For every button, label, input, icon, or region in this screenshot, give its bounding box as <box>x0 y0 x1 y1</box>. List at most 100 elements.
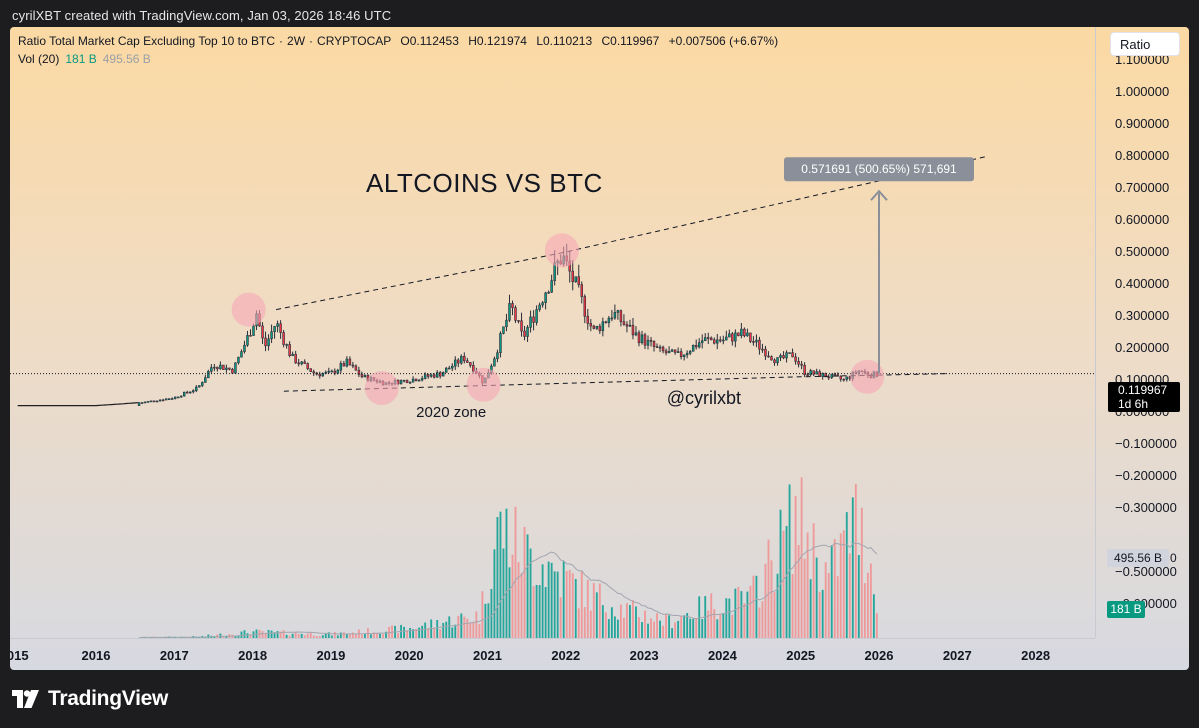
candle-body <box>140 402 144 404</box>
volume-bar <box>719 614 722 639</box>
highlight-circle <box>544 233 579 268</box>
chart-frame[interactable]: 0.571691 (500.65%) 571,691 ALTCOINS VS BT… <box>10 27 1189 670</box>
candle-body <box>667 351 671 354</box>
volume-bar <box>300 633 303 639</box>
candle-body <box>788 352 791 354</box>
volume-bar <box>544 587 547 639</box>
candle-body <box>267 338 270 347</box>
volume-bar <box>339 632 342 639</box>
volume-bar <box>490 588 493 639</box>
time-tick-label: 2023 <box>630 648 659 663</box>
volume-bar <box>370 634 372 639</box>
volume-bar <box>505 508 508 639</box>
volume-bar <box>761 601 764 639</box>
volume-bar <box>430 619 433 639</box>
volume-bar <box>650 618 652 639</box>
candle-body <box>189 391 192 394</box>
volume-bar <box>737 586 740 639</box>
volume-bar <box>460 613 463 639</box>
volume-bar <box>860 507 863 639</box>
price-tick-label: 1.000000 <box>1115 84 1169 99</box>
candle-body <box>405 379 409 384</box>
volume-bar <box>297 633 300 639</box>
volume-bar <box>875 613 878 639</box>
candle-body <box>327 370 331 373</box>
volume-bar <box>779 509 782 639</box>
volume-bar <box>818 591 821 639</box>
candle-body <box>523 330 526 337</box>
volume-bar <box>866 572 869 639</box>
candle-body <box>658 346 662 349</box>
volume-bar <box>385 631 387 639</box>
candle-body <box>836 374 839 377</box>
time-tick-label: 2017 <box>160 648 189 663</box>
candle-body <box>270 331 273 340</box>
candle-body <box>423 374 427 379</box>
volume-bar <box>246 633 249 639</box>
volume-bar <box>511 554 514 639</box>
volume-bar <box>869 563 872 639</box>
measure-label-box <box>784 157 974 182</box>
volume-bar <box>213 636 216 639</box>
volume-bar <box>797 545 800 639</box>
legend-low: L0.110213 <box>536 34 593 48</box>
candle-body <box>646 339 650 346</box>
volume-bar <box>294 631 297 639</box>
candle-body <box>710 337 713 341</box>
candle-body <box>526 327 529 337</box>
candle-body <box>610 317 614 320</box>
volume-bar <box>653 621 655 639</box>
volume-bar <box>743 603 746 639</box>
time-tick-label: 2024 <box>708 648 738 663</box>
candle-body <box>580 284 583 297</box>
volume-bar <box>547 561 550 639</box>
measure-arrow-head <box>870 189 888 201</box>
volume-bar <box>872 594 875 639</box>
scale-mode-button[interactable]: Ratio <box>1110 32 1180 56</box>
volume-bar <box>502 548 505 639</box>
candle-body <box>670 349 674 352</box>
candle-body <box>794 356 797 362</box>
volume-bar <box>692 618 695 639</box>
candle-body <box>402 379 406 382</box>
candle-body <box>661 346 665 352</box>
volume-bar <box>626 603 628 639</box>
volume-bar <box>439 629 442 639</box>
time-tick-label: 2019 <box>316 648 345 663</box>
candle-body <box>234 362 237 374</box>
volume-bar <box>728 598 731 639</box>
candle-body <box>740 328 743 336</box>
chart-canvas[interactable]: 0.571691 (500.65%) 571,691 ALTCOINS VS BT… <box>10 27 1189 670</box>
candle-body <box>167 398 171 401</box>
candle-body <box>354 365 358 371</box>
candle-body <box>529 316 532 328</box>
volume-bar <box>535 584 538 639</box>
volume-bar <box>469 622 472 639</box>
volume-bar <box>303 635 306 639</box>
candle-body <box>469 362 472 366</box>
volume-bar <box>854 484 857 639</box>
volume-bar <box>285 634 288 639</box>
volume-bar <box>671 628 674 639</box>
candle-body <box>716 339 719 344</box>
volume-bar <box>270 630 273 639</box>
volume-bar <box>508 567 511 639</box>
candle-body <box>604 321 608 324</box>
price-tick-label: −0.500000 <box>1115 564 1177 579</box>
volume-bar <box>529 548 532 639</box>
volume-bar <box>403 626 406 639</box>
volume-bar <box>770 560 773 639</box>
time-tick-label: 015 <box>10 648 29 663</box>
price-tick-label: 0.600000 <box>1115 212 1169 227</box>
volume-bar <box>291 633 294 639</box>
time-tick-label: 2026 <box>865 648 894 663</box>
candle-body <box>348 358 352 366</box>
volume-bar <box>713 609 716 639</box>
candle-body <box>228 367 231 370</box>
candle-body <box>330 370 334 373</box>
volume-bar <box>550 562 553 639</box>
volume-bar <box>409 627 412 639</box>
last-price-value: 0.119967 <box>1118 383 1168 397</box>
candle-body <box>152 400 156 403</box>
volume-bar <box>785 526 788 639</box>
